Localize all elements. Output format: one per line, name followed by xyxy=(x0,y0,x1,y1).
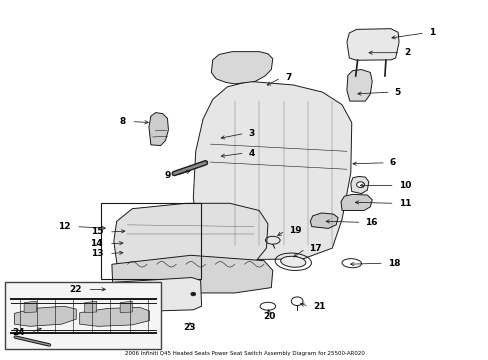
Circle shape xyxy=(356,182,364,188)
Polygon shape xyxy=(80,307,149,326)
Text: 1: 1 xyxy=(428,28,434,37)
Text: 19: 19 xyxy=(288,226,301,235)
Text: 13: 13 xyxy=(90,249,103,258)
Ellipse shape xyxy=(280,256,305,267)
Text: 4: 4 xyxy=(248,149,254,158)
Text: 9: 9 xyxy=(163,171,170,180)
Text: 2006 Infiniti Q45 Heated Seats Power Seat Switch Assembly Diagram for 25500-AR02: 2006 Infiniti Q45 Heated Seats Power Sea… xyxy=(124,351,364,356)
Text: 21: 21 xyxy=(312,302,325,311)
Text: 15: 15 xyxy=(90,228,103,237)
Text: 17: 17 xyxy=(309,244,321,253)
Text: 7: 7 xyxy=(285,73,291,82)
Text: 12: 12 xyxy=(58,222,70,231)
Text: 23: 23 xyxy=(183,323,196,332)
Polygon shape xyxy=(346,29,398,60)
Text: 3: 3 xyxy=(248,129,254,138)
Circle shape xyxy=(190,292,195,296)
Polygon shape xyxy=(211,51,272,84)
Text: 10: 10 xyxy=(398,181,410,190)
Polygon shape xyxy=(149,113,168,145)
Text: 24: 24 xyxy=(12,328,25,337)
Polygon shape xyxy=(24,301,36,313)
Text: 5: 5 xyxy=(394,87,400,96)
Polygon shape xyxy=(340,194,371,211)
Text: 20: 20 xyxy=(263,312,276,321)
Text: 14: 14 xyxy=(90,239,103,248)
Text: 6: 6 xyxy=(389,158,395,167)
Polygon shape xyxy=(112,255,272,293)
Text: 18: 18 xyxy=(387,259,400,268)
Polygon shape xyxy=(84,301,97,313)
Polygon shape xyxy=(350,176,368,194)
Text: 8: 8 xyxy=(119,117,125,126)
Text: 11: 11 xyxy=(398,199,410,208)
Polygon shape xyxy=(346,69,371,101)
Polygon shape xyxy=(114,203,267,273)
Polygon shape xyxy=(310,213,337,228)
Text: 22: 22 xyxy=(69,285,81,294)
Polygon shape xyxy=(193,81,351,260)
Polygon shape xyxy=(120,301,132,313)
Text: 16: 16 xyxy=(365,218,377,227)
Polygon shape xyxy=(14,306,76,326)
Polygon shape xyxy=(113,278,201,312)
FancyBboxPatch shape xyxy=(4,282,160,349)
Text: 2: 2 xyxy=(404,48,410,57)
